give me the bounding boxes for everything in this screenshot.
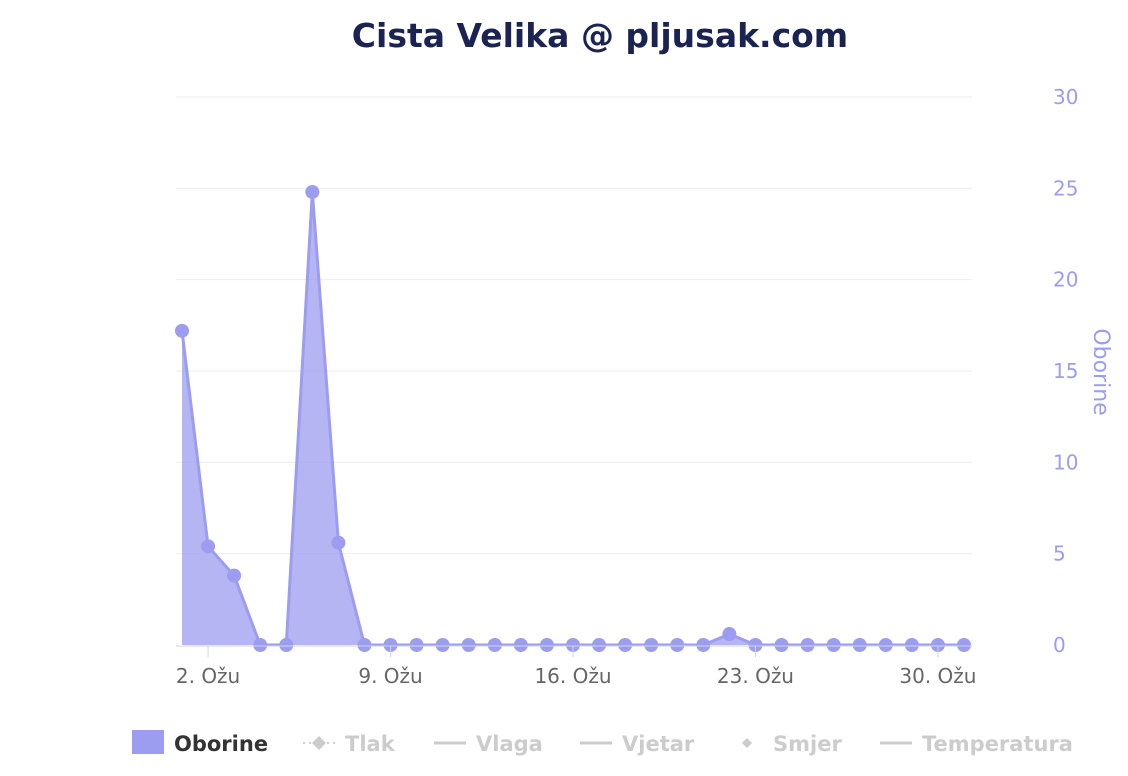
data-point[interactable]: [618, 638, 633, 652]
legend-label: Oborine: [174, 732, 268, 756]
x-tick-label: 2. Ožu: [176, 664, 240, 688]
data-point[interactable]: [592, 638, 607, 652]
data-point[interactable]: [487, 638, 502, 652]
x-tick-label: 30. Ožu: [899, 664, 976, 688]
data-point[interactable]: [409, 638, 424, 652]
data-point[interactable]: [800, 638, 815, 652]
y-tick-label: 15: [1053, 359, 1078, 383]
data-point[interactable]: [670, 638, 685, 652]
data-point[interactable]: [696, 638, 711, 652]
x-tick-label: 23. Ožu: [717, 664, 794, 688]
data-point[interactable]: [227, 568, 242, 583]
legend-swatch: [132, 730, 164, 754]
legend-item-vjetar[interactable]: Vjetar: [580, 732, 695, 756]
legend-item-smjer[interactable]: Smjer: [742, 732, 842, 756]
diamond-icon: [312, 736, 326, 750]
data-point[interactable]: [253, 638, 268, 652]
y-axis-title: Oborine: [1088, 328, 1113, 415]
data-point[interactable]: [539, 638, 554, 652]
data-point[interactable]: [566, 638, 580, 652]
data-point[interactable]: [644, 638, 659, 652]
data-point[interactable]: [513, 638, 528, 652]
data-point[interactable]: [904, 638, 919, 652]
legend-label: Temperatura: [922, 732, 1073, 756]
legend-label: Smjer: [773, 732, 842, 756]
data-point[interactable]: [852, 638, 867, 652]
data-point[interactable]: [305, 184, 320, 199]
legend: Oborine Tlak Vlaga Vjetar Smjer Temperatura: [132, 730, 1073, 756]
y-tick-label: 10: [1053, 450, 1078, 474]
data-point[interactable]: [957, 638, 971, 652]
y-tick-label: 5: [1053, 542, 1066, 566]
data-point[interactable]: [930, 638, 945, 652]
diamond-icon: [742, 738, 752, 748]
y-tick-label: 30: [1053, 85, 1078, 109]
data-point[interactable]: [878, 638, 893, 652]
data-point[interactable]: [461, 638, 476, 652]
y-tick-label: 25: [1053, 176, 1078, 200]
data-point[interactable]: [826, 638, 841, 652]
legend-item-oborine[interactable]: Oborine: [132, 730, 268, 756]
legend-item-tlak[interactable]: Tlak: [303, 732, 396, 756]
data-point[interactable]: [331, 535, 346, 550]
data-point[interactable]: [175, 323, 189, 338]
legend-label: Tlak: [345, 732, 396, 756]
x-tick-label: 16. Ožu: [534, 664, 611, 688]
data-point[interactable]: [357, 638, 372, 652]
data-point[interactable]: [748, 638, 763, 652]
data-point[interactable]: [774, 638, 789, 652]
legend-item-temperatura[interactable]: Temperatura: [880, 732, 1073, 756]
data-point[interactable]: [201, 539, 216, 554]
legend-label: Vlaga: [476, 732, 543, 756]
data-point[interactable]: [435, 638, 450, 652]
y-tick-label: 20: [1053, 268, 1078, 292]
legend-item-vlaga[interactable]: Vlaga: [434, 732, 543, 756]
y-tick-label: 0: [1053, 633, 1066, 657]
chart-title: Cista Velika @ pljusak.com: [352, 16, 848, 55]
data-point[interactable]: [279, 638, 294, 652]
plot-area: [175, 184, 971, 652]
data-point[interactable]: [722, 627, 737, 642]
x-tick-label: 9. Ožu: [358, 664, 422, 688]
x-axis: 2. Ožu 9. Ožu 16. Ožu 23. Ožu 30. Ožu: [176, 645, 976, 688]
y-axis: 0 5 10 15 20 25 30: [1053, 85, 1078, 657]
legend-label: Vjetar: [622, 732, 695, 756]
data-point[interactable]: [383, 638, 398, 652]
